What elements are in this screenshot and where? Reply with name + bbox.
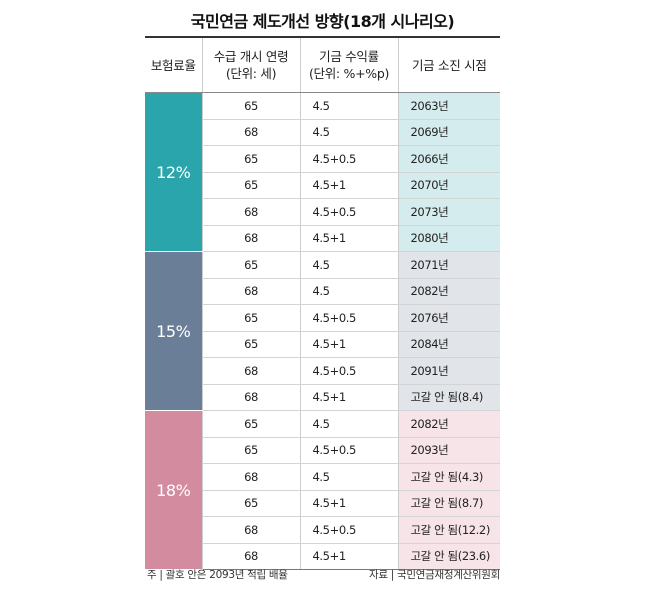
table-row: 68 4.5+1 고갈 안 됨(8.4) bbox=[145, 384, 500, 411]
depletion-cell: 2080년 bbox=[397, 225, 500, 252]
depletion-cell: 2063년 bbox=[397, 92, 500, 120]
return-cell: 4.5 bbox=[299, 119, 398, 146]
table-row: 65 4.5+0.5 2076년 bbox=[145, 304, 500, 332]
return-cell: 4.5+1 bbox=[299, 331, 398, 358]
header-return-line1: 기금 수익률 bbox=[319, 49, 379, 64]
table-row: 68 4.5+0.5 2073년 bbox=[145, 198, 500, 226]
depletion-cell: 2073년 bbox=[397, 198, 500, 226]
age-cell: 68 bbox=[201, 278, 300, 305]
depletion-cell: 고갈 안 됨(12.2) bbox=[397, 516, 500, 544]
depletion-cell: 2071년 bbox=[397, 251, 500, 279]
depletion-cell: 고갈 안 됨(8.4) bbox=[397, 384, 500, 411]
header-row: 보험료율 수급 개시 연령 (단위: 세) 기금 수익률 (단위: %+%p) … bbox=[145, 38, 500, 93]
age-cell: 68 bbox=[201, 543, 300, 570]
table-row: 18% 65 4.5 2082년 bbox=[145, 410, 500, 570]
age-cell: 68 bbox=[201, 463, 300, 491]
table-row: 65 4.5+0.5 2093년 bbox=[145, 437, 500, 464]
table-row: 68 4.5+1 고갈 안 됨(23.6) bbox=[145, 543, 500, 570]
return-cell: 4.5 bbox=[299, 92, 398, 120]
return-cell: 4.5+0.5 bbox=[299, 437, 398, 464]
table-row: 15% 65 4.5 2071년 bbox=[145, 251, 500, 411]
table-row: 68 4.5+0.5 고갈 안 됨(12.2) bbox=[145, 516, 500, 544]
depletion-cell: 2069년 bbox=[397, 119, 500, 146]
depletion-cell: 2066년 bbox=[397, 145, 500, 173]
depletion-cell: 2070년 bbox=[397, 172, 500, 199]
age-cell: 65 bbox=[201, 304, 300, 332]
age-cell: 65 bbox=[201, 490, 300, 517]
table-row: 68 4.5+1 2080년 bbox=[145, 225, 500, 252]
depletion-cell: 고갈 안 됨(8.7) bbox=[397, 490, 500, 517]
table-row: 12% 65 4.5 2063년 bbox=[145, 92, 500, 252]
age-cell: 65 bbox=[201, 410, 300, 438]
return-cell: 4.5+1 bbox=[299, 384, 398, 411]
header-return-line2: (단위: %+%p) bbox=[308, 66, 390, 81]
table-row: 68 4.5 2082년 bbox=[145, 278, 500, 305]
depletion-cell: 고갈 안 됨(4.3) bbox=[397, 463, 500, 491]
return-cell: 4.5+0.5 bbox=[299, 145, 398, 173]
table-row: 68 4.5 2069년 bbox=[145, 119, 500, 146]
age-cell: 65 bbox=[201, 92, 300, 120]
header-age-line2: (단위: 세) bbox=[225, 66, 277, 81]
depletion-cell: 2093년 bbox=[397, 437, 500, 464]
depletion-cell: 고갈 안 됨(23.6) bbox=[397, 543, 500, 570]
return-cell: 4.5+1 bbox=[299, 225, 398, 252]
table-row: 68 4.5 고갈 안 됨(4.3) bbox=[145, 463, 500, 491]
age-cell: 65 bbox=[201, 172, 300, 199]
rate-cell: 12% bbox=[145, 92, 202, 252]
return-cell: 4.5+0.5 bbox=[299, 198, 398, 226]
age-cell: 65 bbox=[201, 331, 300, 358]
table-row: 65 4.5+0.5 2066년 bbox=[145, 145, 500, 173]
return-cell: 4.5+0.5 bbox=[299, 357, 398, 385]
age-cell: 68 bbox=[201, 357, 300, 385]
table-row: 65 4.5+1 2070년 bbox=[145, 172, 500, 199]
table-row: 65 4.5+1 2084년 bbox=[145, 331, 500, 358]
age-cell: 68 bbox=[201, 198, 300, 226]
depletion-cell: 2084년 bbox=[397, 331, 500, 358]
return-cell: 4.5+1 bbox=[299, 172, 398, 199]
return-cell: 4.5+0.5 bbox=[299, 304, 398, 332]
rate-cell: 15% bbox=[145, 251, 202, 411]
scenario-table: 보험료율 수급 개시 연령 (단위: 세) 기금 수익률 (단위: %+%p) … bbox=[145, 38, 500, 570]
header-rate: 보험료율 bbox=[145, 38, 202, 93]
age-cell: 68 bbox=[201, 384, 300, 411]
age-cell: 65 bbox=[201, 145, 300, 173]
depletion-cell: 2076년 bbox=[397, 304, 500, 332]
age-cell: 68 bbox=[201, 516, 300, 544]
header-return: 기금 수익률 (단위: %+%p) bbox=[299, 38, 398, 93]
return-cell: 4.5 bbox=[299, 278, 398, 305]
age-cell: 68 bbox=[201, 119, 300, 146]
header-age: 수급 개시 연령 (단위: 세) bbox=[201, 38, 300, 93]
header-depletion: 기금 소진 시점 bbox=[397, 38, 500, 93]
header-age-line1: 수급 개시 연령 bbox=[213, 49, 289, 64]
age-cell: 65 bbox=[201, 251, 300, 279]
rate-cell: 18% bbox=[145, 410, 202, 570]
footnote: 주 | 괄호 안은 2093년 적립 배율 bbox=[147, 569, 288, 581]
depletion-cell: 2091년 bbox=[397, 357, 500, 385]
depletion-cell: 2082년 bbox=[397, 410, 500, 438]
age-cell: 68 bbox=[201, 225, 300, 252]
return-cell: 4.5+1 bbox=[299, 490, 398, 517]
return-cell: 4.5+1 bbox=[299, 543, 398, 570]
top-rule bbox=[145, 36, 500, 38]
return-cell: 4.5+0.5 bbox=[299, 516, 398, 544]
depletion-cell: 2082년 bbox=[397, 278, 500, 305]
source-note: 자료 | 국민연금재정계산위원회 bbox=[369, 569, 500, 581]
return-cell: 4.5 bbox=[299, 410, 398, 438]
return-cell: 4.5 bbox=[299, 463, 398, 491]
age-cell: 65 bbox=[201, 437, 300, 464]
return-cell: 4.5 bbox=[299, 251, 398, 279]
table-title: 국민연금 제도개선 방향(18개 시나리오) bbox=[190, 12, 455, 31]
table-row: 65 4.5+1 고갈 안 됨(8.7) bbox=[145, 490, 500, 517]
table-row: 68 4.5+0.5 2091년 bbox=[145, 357, 500, 385]
